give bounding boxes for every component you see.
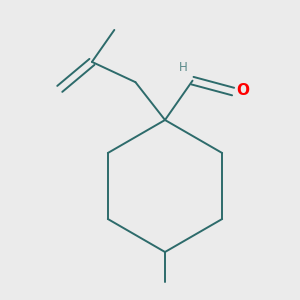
Text: H: H: [179, 61, 188, 74]
Text: O: O: [236, 82, 249, 98]
